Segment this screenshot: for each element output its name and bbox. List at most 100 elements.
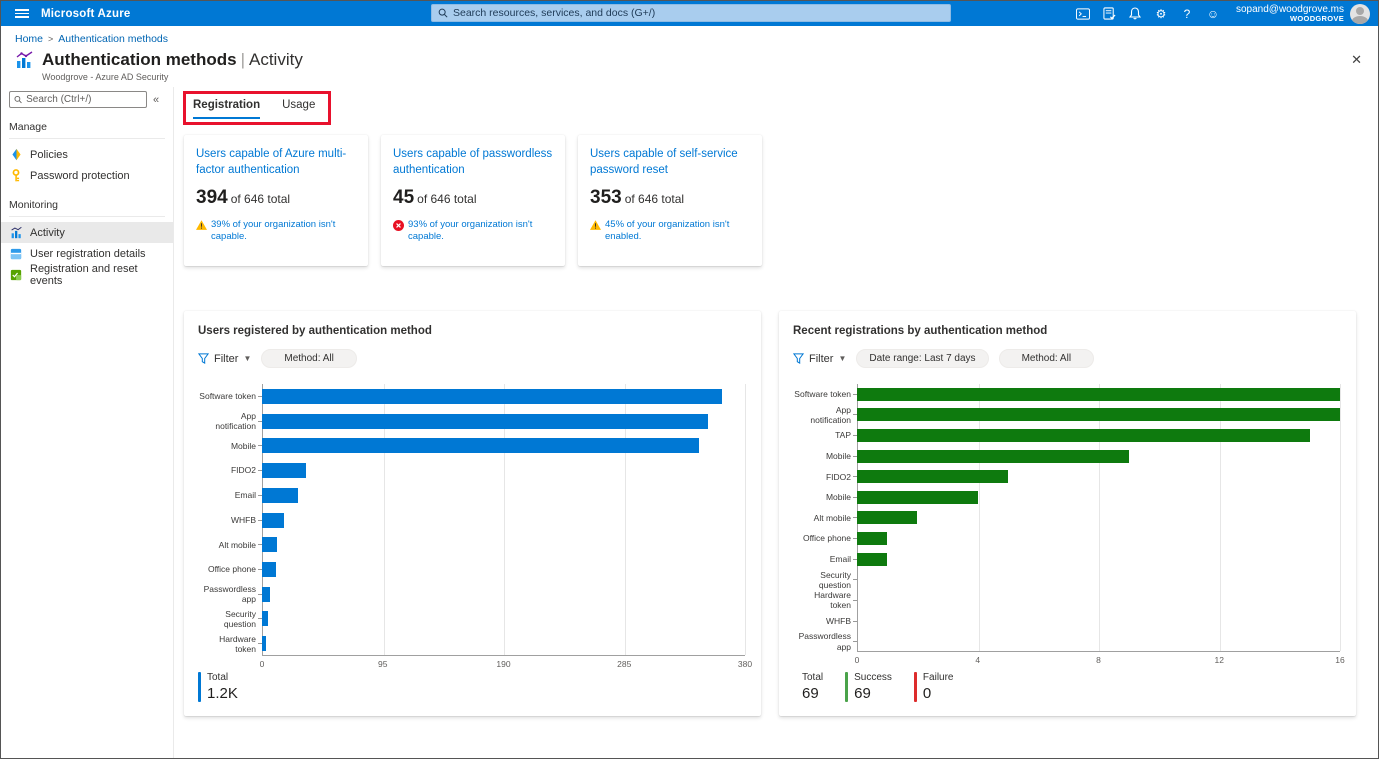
x-axis: 0 4 8 12 16 — [855, 655, 1345, 668]
chart-row: Mobile — [793, 487, 1340, 508]
warning-icon — [590, 220, 601, 230]
brand-title[interactable]: Microsoft Azure — [41, 7, 131, 20]
bar-track — [857, 425, 1340, 446]
top-navigation-bar: Microsoft Azure ⚙ ? ☺ sopand@woodgrove.m… — [1, 1, 1378, 26]
avatar[interactable] — [1350, 3, 1370, 24]
bar-track — [262, 508, 745, 533]
y-axis-label: FIDO2 — [230, 465, 256, 476]
y-axis-tick — [853, 579, 857, 581]
sidebar-collapse-button[interactable]: « — [152, 93, 160, 106]
chart-filter-row: Filter ▼ Date range: Last 7 days Method:… — [793, 349, 1340, 368]
bar-track — [857, 508, 1340, 529]
settings-gear-icon[interactable]: ⚙ — [1155, 6, 1167, 21]
y-axis-tick — [258, 420, 262, 422]
sidebar-item-registration-reset-events[interactable]: Registration and reset events — [1, 263, 173, 287]
filter-label: Filter — [809, 352, 834, 365]
key-icon — [9, 169, 23, 182]
bar — [857, 511, 918, 525]
bar-track — [262, 582, 745, 607]
bar — [857, 532, 888, 546]
account-info[interactable]: sopand@woodgrove.ms WOODGROVE — [1236, 4, 1344, 23]
legend-swatch — [913, 672, 917, 702]
feedback-smiley-icon[interactable]: ☺ — [1206, 6, 1220, 21]
y-axis-label: WHFB — [825, 615, 851, 626]
directory-filter-icon[interactable] — [1096, 1, 1122, 26]
chart-row: WHFB — [198, 508, 745, 533]
sidebar-item-user-registration-details[interactable]: User registration details — [1, 243, 173, 264]
legend-label: Success — [854, 672, 892, 683]
chart-row: FIDO2 — [198, 458, 745, 483]
y-axis-tick — [853, 435, 857, 437]
stat-card-note: 45% of your organization isn't enabled. — [590, 219, 750, 244]
notifications-bell-icon[interactable] — [1122, 1, 1148, 26]
cloud-shell-icon[interactable] — [1070, 1, 1096, 26]
topbar-icon-group: ⚙ ? ☺ sopand@woodgrove.ms WOODGROVE — [1070, 1, 1370, 26]
page-header: Home > Authentication methods Authentica… — [1, 26, 1378, 87]
y-axis-label: Mobile — [825, 451, 851, 462]
stat-card-title[interactable]: Users capable of passwordless authentica… — [393, 148, 553, 176]
breadcrumb: Home > Authentication methods — [15, 33, 1364, 45]
bar-track — [857, 549, 1340, 570]
breadcrumb-home-link[interactable]: Home — [15, 33, 44, 45]
y-axis-label: Alt mobile — [218, 539, 256, 550]
y-axis-label: App notification — [810, 404, 851, 425]
bar-track — [857, 446, 1340, 467]
sidebar-item-policies[interactable]: Policies — [1, 144, 173, 165]
filter-label: Filter — [214, 352, 239, 365]
tab-usage[interactable]: Usage — [282, 99, 316, 111]
hamburger-menu-icon[interactable] — [9, 1, 35, 26]
close-icon[interactable]: ✕ — [1351, 52, 1362, 67]
y-axis-label: Software token — [794, 389, 851, 400]
stat-card-number: 394 — [196, 187, 228, 209]
help-icon[interactable]: ? — [1183, 6, 1191, 21]
chart-card-recent-registrations: Recent registrations by authentication m… — [779, 311, 1356, 716]
y-axis-tick — [258, 593, 262, 595]
stat-card-title[interactable]: Users capable of Azure multi-factor auth… — [196, 148, 347, 176]
y-axis-tick — [853, 476, 857, 478]
x-axis-tick-label: 0 — [259, 659, 265, 669]
y-axis-tick — [853, 414, 857, 416]
sidebar-search-input[interactable] — [26, 94, 142, 105]
global-search-input[interactable] — [453, 7, 944, 19]
stat-card-value: 353 of 646 total — [590, 187, 750, 209]
chart-row: TAP — [793, 425, 1340, 446]
chart-row: WHFB — [793, 611, 1340, 632]
filter-pill-method[interactable]: Method: All — [261, 349, 357, 368]
filter-funnel-icon — [793, 353, 804, 364]
stat-card-note-text: 45% of your organization isn't enabled. — [605, 219, 730, 243]
y-axis-label: App notification — [215, 410, 256, 432]
y-axis-tick — [853, 599, 857, 601]
main-content: Registration Usage Users capable of Azur… — [174, 87, 1378, 758]
legend-item-total: Total 69 — [793, 672, 823, 702]
chart-row: FIDO2 — [793, 466, 1340, 487]
chart-title: Recent registrations by authentication m… — [793, 325, 1048, 337]
filter-pill-date-range[interactable]: Date range: Last 7 days — [856, 349, 989, 368]
global-search-box[interactable] — [431, 4, 951, 22]
stat-card-sspr: Users capable of self-service password r… — [578, 135, 762, 266]
bar — [262, 388, 723, 404]
bar-track — [857, 528, 1340, 549]
bar-track — [262, 607, 745, 632]
bar-track — [857, 466, 1340, 487]
sidebar-section-manage: Manage — [9, 121, 165, 139]
chart-title: Users registered by authentication metho… — [198, 325, 432, 337]
breadcrumb-current-link[interactable]: Authentication methods — [58, 33, 169, 45]
filter-pill-method[interactable]: Method: All — [998, 349, 1095, 368]
y-axis-tick — [853, 641, 857, 643]
bar-track — [857, 384, 1340, 405]
sidebar-item-password-protection[interactable]: Password protection — [1, 165, 173, 186]
sidebar-item-label: Password protection — [30, 169, 130, 182]
legend-value: 0 — [922, 685, 932, 702]
filter-button[interactable]: Filter ▼ — [793, 353, 846, 365]
y-axis-tick — [258, 544, 262, 546]
y-axis-label: Passwordless app — [203, 584, 256, 605]
filter-funnel-icon — [198, 353, 209, 364]
sidebar-item-activity[interactable]: Activity — [1, 222, 173, 243]
sidebar-search-box[interactable] — [9, 91, 147, 108]
tab-strip: Registration Usage — [191, 95, 317, 119]
y-axis-tick — [258, 395, 262, 397]
legend-label: Total — [207, 672, 229, 683]
filter-button[interactable]: Filter ▼ — [198, 353, 251, 365]
stat-card-title[interactable]: Users capable of self-service password r… — [590, 148, 738, 176]
tab-registration[interactable]: Registration — [193, 99, 261, 119]
